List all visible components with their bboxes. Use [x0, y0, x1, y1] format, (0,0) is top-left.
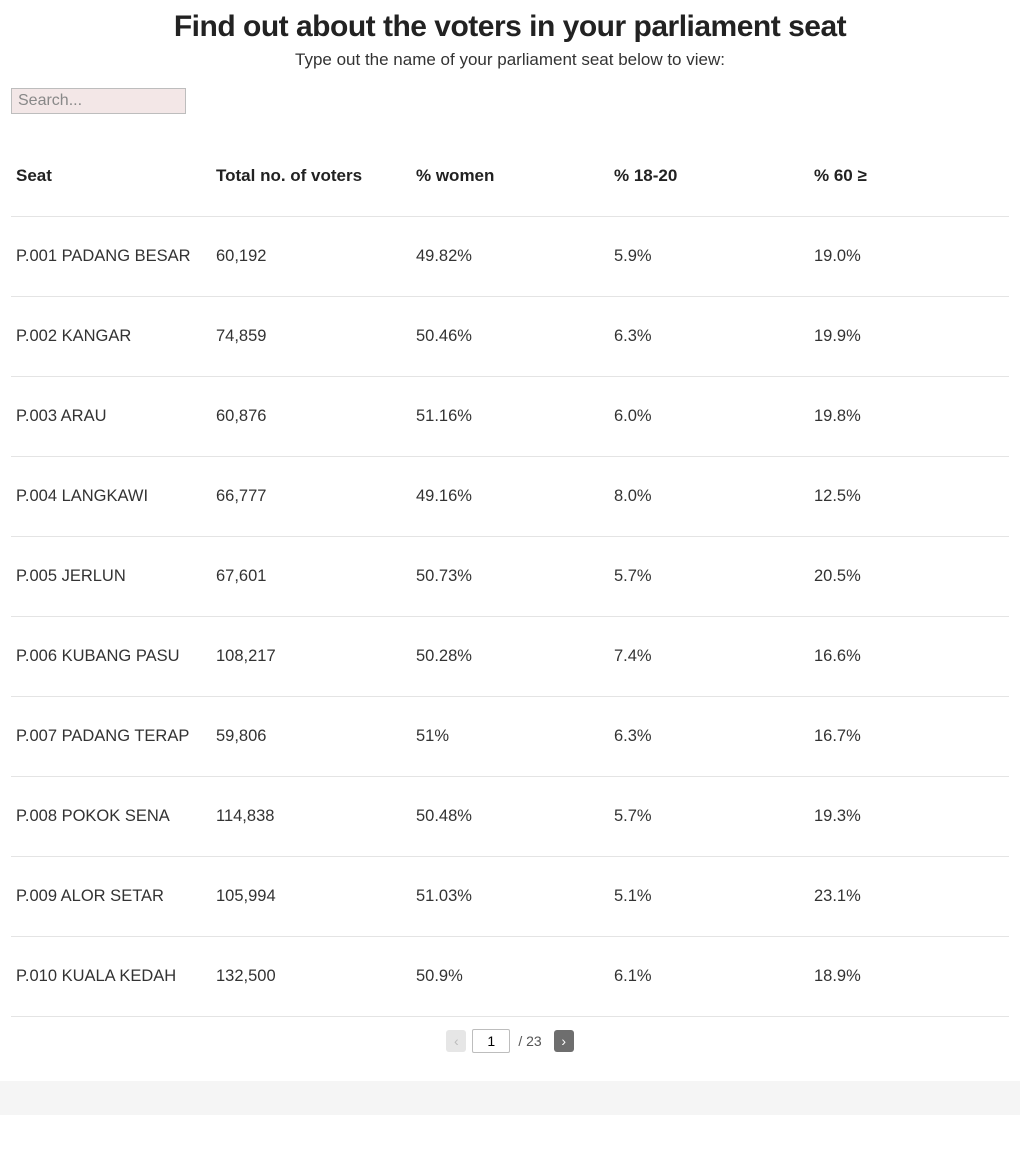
cell-age1820: 5.1%: [609, 857, 809, 937]
table-row[interactable]: P.007 PADANG TERAP59,80651%6.3%16.7%: [11, 697, 1009, 777]
page-title: Find out about the voters in your parlia…: [11, 10, 1009, 44]
cell-age1820: 5.7%: [609, 777, 809, 857]
col-header-women[interactable]: % women: [411, 152, 609, 217]
page-total-label: / 23: [518, 1033, 541, 1049]
table-row[interactable]: P.005 JERLUN67,60150.73%5.7%20.5%: [11, 537, 1009, 617]
table-row[interactable]: P.001 PADANG BESAR60,19249.82%5.9%19.0%: [11, 217, 1009, 297]
cell-age60: 20.5%: [809, 537, 1009, 617]
cell-seat: P.001 PADANG BESAR: [11, 217, 211, 297]
footer-band: [0, 1081, 1020, 1115]
cell-seat: P.002 KANGAR: [11, 297, 211, 377]
cell-women: 50.48%: [411, 777, 609, 857]
cell-women: 51.16%: [411, 377, 609, 457]
cell-age1820: 6.3%: [609, 297, 809, 377]
cell-seat: P.004 LANGKAWI: [11, 457, 211, 537]
cell-seat: P.003 ARAU: [11, 377, 211, 457]
cell-seat: P.006 KUBANG PASU: [11, 617, 211, 697]
table-row[interactable]: P.008 POKOK SENA114,83850.48%5.7%19.3%: [11, 777, 1009, 857]
cell-total: 60,192: [211, 217, 411, 297]
cell-women: 51%: [411, 697, 609, 777]
cell-total: 105,994: [211, 857, 411, 937]
cell-seat: P.005 JERLUN: [11, 537, 211, 617]
cell-age1820: 5.9%: [609, 217, 809, 297]
cell-age60: 16.6%: [809, 617, 1009, 697]
cell-women: 50.9%: [411, 937, 609, 1017]
cell-total: 74,859: [211, 297, 411, 377]
cell-seat: P.009 ALOR SETAR: [11, 857, 211, 937]
cell-women: 50.28%: [411, 617, 609, 697]
table-row[interactable]: P.004 LANGKAWI66,77749.16%8.0%12.5%: [11, 457, 1009, 537]
cell-women: 50.73%: [411, 537, 609, 617]
prev-page-button[interactable]: ‹: [446, 1030, 466, 1052]
table-body: P.001 PADANG BESAR60,19249.82%5.9%19.0%P…: [11, 217, 1009, 1017]
page-number-input[interactable]: [472, 1029, 510, 1053]
cell-total: 60,876: [211, 377, 411, 457]
cell-seat: P.010 KUALA KEDAH: [11, 937, 211, 1017]
cell-age1820: 7.4%: [609, 617, 809, 697]
table-row[interactable]: P.010 KUALA KEDAH132,50050.9%6.1%18.9%: [11, 937, 1009, 1017]
cell-age60: 16.7%: [809, 697, 1009, 777]
cell-women: 50.46%: [411, 297, 609, 377]
cell-age60: 18.9%: [809, 937, 1009, 1017]
cell-age60: 19.0%: [809, 217, 1009, 297]
col-header-1820[interactable]: % 18-20: [609, 152, 809, 217]
col-header-total[interactable]: Total no. of voters: [211, 152, 411, 217]
table-row[interactable]: P.006 KUBANG PASU108,21750.28%7.4%16.6%: [11, 617, 1009, 697]
pagination: ‹ / 23 ›: [11, 1029, 1009, 1053]
table-row[interactable]: P.009 ALOR SETAR105,99451.03%5.1%23.1%: [11, 857, 1009, 937]
cell-total: 66,777: [211, 457, 411, 537]
table-header-row: Seat Total no. of voters % women % 18-20…: [11, 152, 1009, 217]
cell-age1820: 6.0%: [609, 377, 809, 457]
voters-table: Seat Total no. of voters % women % 18-20…: [11, 152, 1009, 1017]
table-row[interactable]: P.002 KANGAR74,85950.46%6.3%19.9%: [11, 297, 1009, 377]
col-header-60[interactable]: % 60 ≥: [809, 152, 1009, 217]
next-page-button[interactable]: ›: [554, 1030, 574, 1052]
cell-seat: P.008 POKOK SENA: [11, 777, 211, 857]
cell-age60: 23.1%: [809, 857, 1009, 937]
table-row[interactable]: P.003 ARAU60,87651.16%6.0%19.8%: [11, 377, 1009, 457]
cell-total: 114,838: [211, 777, 411, 857]
cell-women: 49.16%: [411, 457, 609, 537]
cell-women: 49.82%: [411, 217, 609, 297]
cell-total: 132,500: [211, 937, 411, 1017]
cell-total: 108,217: [211, 617, 411, 697]
cell-age60: 19.3%: [809, 777, 1009, 857]
cell-age1820: 8.0%: [609, 457, 809, 537]
cell-age1820: 6.1%: [609, 937, 809, 1017]
page-subtitle: Type out the name of your parliament sea…: [11, 50, 1009, 70]
search-input[interactable]: [11, 88, 186, 114]
cell-age60: 12.5%: [809, 457, 1009, 537]
cell-seat: P.007 PADANG TERAP: [11, 697, 211, 777]
cell-age60: 19.9%: [809, 297, 1009, 377]
cell-age1820: 5.7%: [609, 537, 809, 617]
cell-age60: 19.8%: [809, 377, 1009, 457]
cell-women: 51.03%: [411, 857, 609, 937]
cell-age1820: 6.3%: [609, 697, 809, 777]
cell-total: 67,601: [211, 537, 411, 617]
col-header-seat[interactable]: Seat: [11, 152, 211, 217]
cell-total: 59,806: [211, 697, 411, 777]
